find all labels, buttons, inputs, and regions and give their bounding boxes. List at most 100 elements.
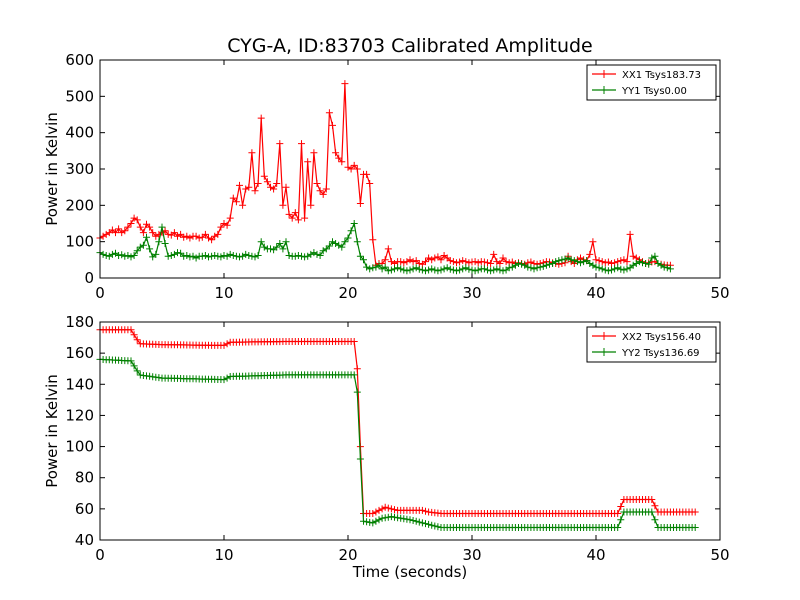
bottom-y-tick-label: 40 — [75, 531, 94, 549]
data-point-yy1 — [418, 266, 426, 274]
data-point-yy1 — [530, 265, 538, 273]
data-point-yy2 — [133, 367, 141, 375]
data-point-yy1 — [614, 264, 622, 272]
data-point-xx1 — [307, 201, 315, 209]
data-point-xx1 — [248, 149, 256, 157]
data-point-yy1 — [211, 252, 219, 259]
data-point-xx2 — [617, 503, 625, 510]
data-point-yy1 — [629, 261, 637, 269]
data-point-xx1 — [139, 229, 147, 237]
data-point-yy1 — [372, 263, 380, 271]
top-x-tick-label: 50 — [710, 284, 729, 302]
top-y-tick-label: 0 — [84, 269, 94, 287]
data-point-yy1 — [313, 250, 321, 258]
data-point-yy1 — [285, 252, 293, 259]
data-point-yy1 — [443, 264, 451, 272]
data-point-xx1 — [273, 180, 281, 187]
data-point-yy1 — [378, 265, 386, 273]
data-point-yy2 — [406, 516, 414, 524]
data-point-yy1 — [350, 220, 358, 227]
legend-xx1: XX1 Tsys183.73 — [622, 70, 701, 81]
data-point-yy2 — [428, 521, 436, 529]
data-point-yy1 — [127, 253, 135, 261]
data-point-yy1 — [164, 252, 172, 260]
data-point-xx1 — [620, 256, 628, 264]
data-point-yy2 — [127, 357, 135, 365]
data-point-yy1 — [344, 234, 352, 242]
data-point-yy1 — [115, 252, 123, 259]
data-point-xx1 — [304, 158, 312, 166]
data-point-yy1 — [425, 266, 433, 274]
data-point-yy1 — [583, 257, 591, 265]
data-point-xx1 — [260, 172, 268, 180]
data-point-yy1 — [660, 263, 668, 271]
data-point-yy1 — [468, 266, 476, 274]
bottom-y-tick-label: 60 — [75, 500, 94, 518]
data-point-yy1 — [133, 247, 141, 255]
data-point-xx1 — [251, 187, 259, 195]
data-point-yy1 — [394, 264, 402, 272]
data-point-xx1 — [301, 214, 309, 222]
data-point-yy1 — [257, 238, 265, 246]
data-point-yy2 — [617, 516, 625, 524]
data-point-xx1 — [363, 170, 371, 178]
data-point-xx1 — [288, 214, 296, 222]
data-point-xx1 — [319, 190, 327, 198]
data-point-xx1 — [174, 232, 181, 240]
data-point-xx1 — [146, 223, 154, 231]
data-point-yy1 — [484, 266, 491, 274]
data-point-xx1 — [322, 185, 330, 193]
data-point-xx1 — [329, 121, 336, 129]
data-point-yy1 — [102, 252, 110, 259]
data-point-xx1 — [611, 259, 619, 267]
data-point-yy1 — [462, 264, 470, 272]
top-y-tick-label: 500 — [65, 87, 94, 105]
data-point-yy1 — [174, 249, 181, 257]
data-point-xx1 — [459, 257, 467, 265]
data-point-yy1 — [205, 253, 212, 261]
data-point-xx1 — [422, 258, 429, 266]
data-point-xx1 — [409, 258, 417, 266]
data-point-yy1 — [598, 265, 606, 273]
data-point-yy1 — [325, 242, 333, 250]
data-point-xx1 — [136, 223, 144, 231]
bottom-y-tick-label: 120 — [65, 406, 94, 424]
data-point-xx1 — [205, 234, 212, 242]
data-point-xx1 — [112, 229, 119, 237]
data-point-yy1 — [567, 256, 575, 264]
data-point-yy1 — [375, 261, 383, 269]
data-point-xx1 — [617, 257, 625, 265]
data-point-yy1 — [276, 240, 284, 247]
data-point-xx2 — [223, 340, 231, 348]
data-point-xx1 — [381, 256, 389, 264]
data-point-xx1 — [480, 258, 488, 266]
data-point-yy1 — [518, 260, 526, 268]
data-point-xx1 — [198, 233, 206, 241]
bottom-plot-panel: Power in Kelvin Time (seconds) 0 10 20 30 40… — [43, 313, 730, 581]
data-point-xx1 — [245, 183, 253, 191]
top-x-tick-label: 30 — [462, 284, 481, 302]
data-point-xx1 — [325, 109, 333, 117]
data-point-yy1 — [651, 252, 659, 260]
data-point-yy2 — [353, 388, 361, 396]
data-point-yy2 — [412, 517, 420, 525]
data-point-yy1 — [546, 260, 553, 268]
data-point-xx1 — [310, 149, 318, 157]
data-point-yy1 — [623, 265, 631, 273]
data-point-xx2 — [648, 496, 656, 503]
data-point-yy1 — [490, 266, 498, 274]
data-point-yy2 — [415, 518, 423, 526]
data-point-yy1 — [666, 265, 674, 273]
data-point-xx1 — [263, 178, 271, 186]
data-point-xx1 — [242, 185, 250, 193]
data-point-yy1 — [245, 252, 253, 259]
data-point-yy1 — [648, 254, 656, 262]
data-point-yy1 — [105, 252, 113, 260]
data-point-xx1 — [598, 258, 606, 266]
data-point-yy2 — [403, 515, 411, 523]
data-point-xx1 — [425, 254, 433, 262]
top-x-tick-label: 0 — [95, 284, 105, 302]
top-x-tick-label: 20 — [338, 284, 357, 302]
data-point-yy1 — [273, 243, 281, 251]
